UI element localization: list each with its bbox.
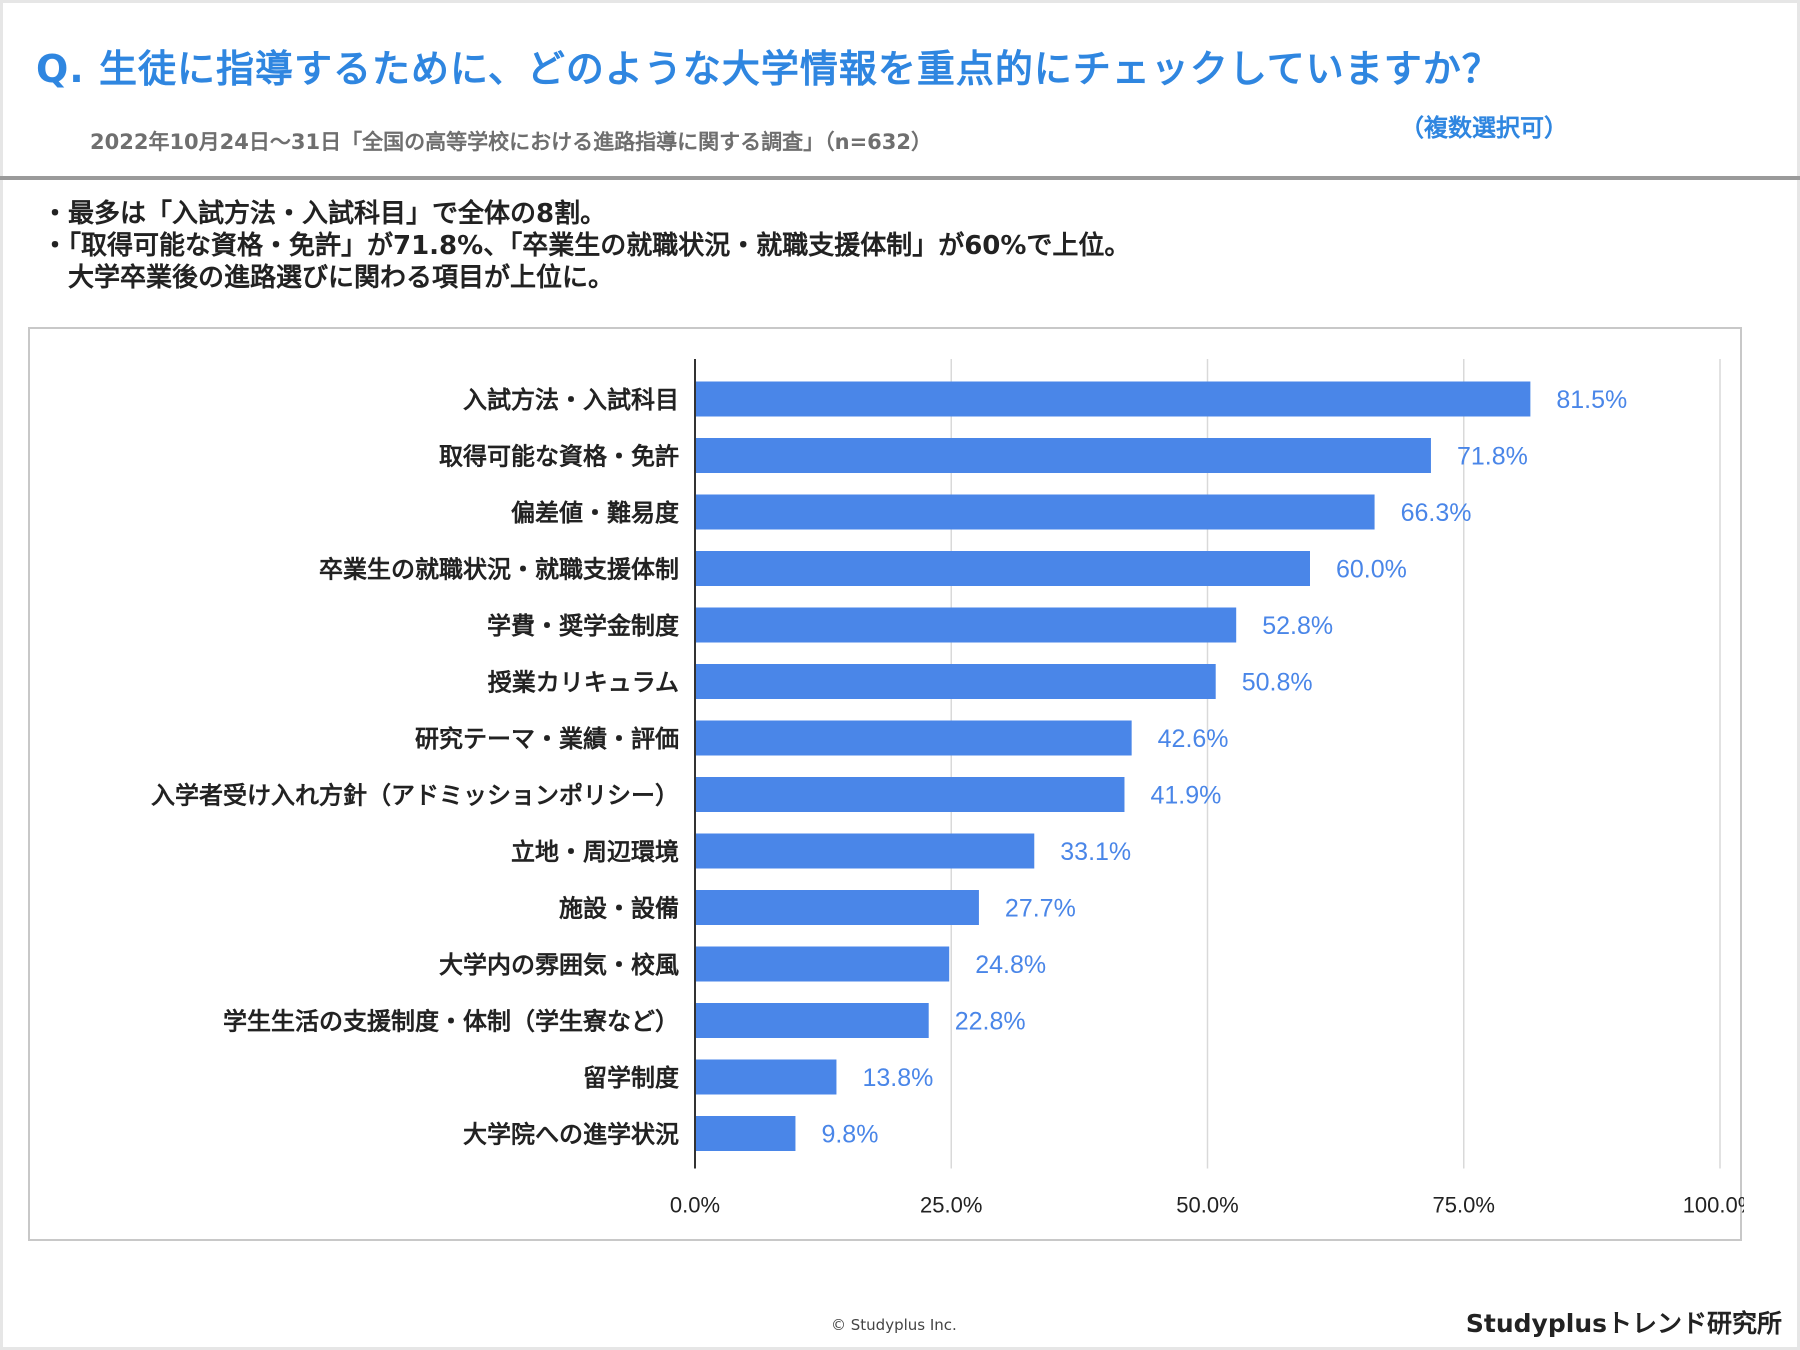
value-label: 42.6% bbox=[1158, 725, 1229, 753]
bar-chart: 81.5% 入試方法・入試科目 71.8% 取得可能な資格・免許 66.3% 偏差値・難易… bbox=[151, 359, 1744, 1218]
value-label: 71.8% bbox=[1457, 443, 1528, 471]
summary-list: ・最多は「入試方法・入試科目」で全体の8割。 ・「取得可能な資格・免許」が71.… bbox=[42, 198, 1130, 294]
x-tick-label: 75.0% bbox=[1433, 1193, 1495, 1218]
bar bbox=[695, 607, 1237, 643]
value-label: 24.8% bbox=[975, 951, 1046, 979]
value-label: 50.8% bbox=[1242, 669, 1313, 697]
category-label: 学生生活の支援制度・体制（学生寮など） bbox=[223, 1008, 679, 1036]
x-tick-label: 50.0% bbox=[1176, 1193, 1238, 1218]
value-label: 60.0% bbox=[1336, 556, 1407, 584]
bar bbox=[695, 664, 1216, 699]
value-label: 27.7% bbox=[1005, 895, 1076, 923]
brand-name: Studyplusトレンド研究所 bbox=[1465, 1309, 1782, 1338]
bar bbox=[695, 777, 1125, 812]
value-label: 52.8% bbox=[1262, 612, 1333, 640]
value-label: 22.8% bbox=[955, 1008, 1026, 1036]
x-tick-label: 25.0% bbox=[920, 1193, 982, 1218]
question-title: Q. 生徒に指導するために、どのような大学情報を重点的にチェックしていますか？ bbox=[36, 47, 1501, 91]
bar bbox=[695, 551, 1310, 586]
category-label: 研究テーマ・業績・評価 bbox=[415, 725, 679, 753]
category-label: 立地・周辺環境 bbox=[511, 838, 679, 866]
bar bbox=[695, 438, 1431, 473]
copyright-text: © Studyplus Inc. bbox=[831, 1316, 957, 1334]
bar bbox=[695, 1059, 837, 1095]
category-label: 大学内の雰囲気・校風 bbox=[439, 951, 679, 979]
bar bbox=[695, 720, 1132, 756]
survey-subtitle: 2022年10月24日～31日「全国の高等学校における進路指導に関する調査」（n… bbox=[90, 130, 932, 154]
summary-line-1: ・最多は「入試方法・入試科目」で全体の8割。 bbox=[42, 199, 607, 229]
value-label: 13.8% bbox=[862, 1064, 933, 1092]
bar bbox=[695, 1003, 929, 1038]
bar bbox=[695, 1116, 796, 1151]
bar bbox=[695, 946, 950, 982]
category-label: 入学者受け入れ方針（アドミッションポリシー） bbox=[151, 782, 679, 810]
summary-line-2: ・「取得可能な資格・免許」が71.8%、「卒業生の就職状況・就職支援体制」が60… bbox=[42, 231, 1131, 261]
header-divider bbox=[0, 176, 1800, 180]
category-label: 留学制度 bbox=[583, 1064, 680, 1092]
bar bbox=[695, 890, 979, 925]
value-label: 9.8% bbox=[821, 1121, 878, 1149]
category-label: 施設・設備 bbox=[559, 895, 679, 923]
value-label: 33.1% bbox=[1060, 838, 1131, 866]
x-tick-label: 100.0% bbox=[1683, 1193, 1744, 1218]
bar bbox=[695, 381, 1531, 417]
category-label: 取得可能な資格・免許 bbox=[439, 443, 679, 471]
value-label: 81.5% bbox=[1556, 386, 1627, 414]
category-label: 偏差値・難易度 bbox=[511, 499, 680, 527]
multiple-choice-note: （複数選択可） bbox=[1400, 114, 1568, 142]
value-label: 41.9% bbox=[1150, 782, 1221, 810]
bar bbox=[695, 833, 1035, 869]
category-label: 卒業生の就職状況・就職支援体制 bbox=[319, 556, 679, 584]
category-label: 学費・奨学金制度 bbox=[487, 612, 680, 640]
x-tick-label: 0.0% bbox=[670, 1193, 720, 1218]
bar bbox=[695, 494, 1375, 530]
category-label: 授業カリキュラム bbox=[488, 669, 679, 697]
category-label: 入試方法・入試科目 bbox=[463, 386, 679, 414]
summary-line-3: 大学卒業後の進路選びに関わる項目が上位に。 bbox=[42, 263, 615, 293]
value-label: 66.3% bbox=[1401, 499, 1472, 527]
category-label: 大学院への進学状況 bbox=[463, 1121, 679, 1149]
chart-container: 81.5% 入試方法・入試科目 71.8% 取得可能な資格・免許 66.3% 偏差値・難易… bbox=[28, 327, 1744, 1241]
